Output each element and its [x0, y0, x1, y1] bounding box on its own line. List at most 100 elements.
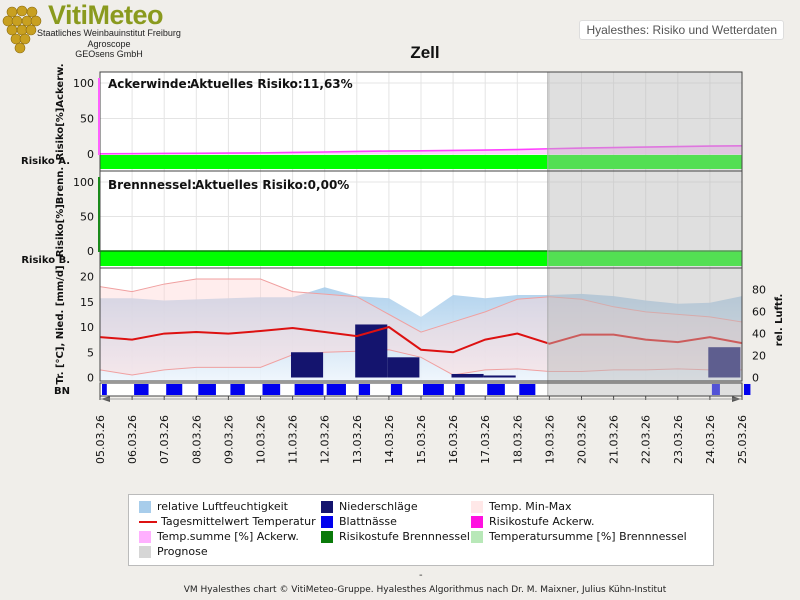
- legend-item: Tagesmittelwert Temperatur: [139, 515, 316, 529]
- legend-swatch: [471, 531, 483, 543]
- ylabel-weather-left: Tr. [°C], Nied. [mm/d]: [55, 265, 66, 384]
- legend-label: Prognose: [157, 545, 208, 558]
- x-tick-label: 12.03.26: [319, 415, 332, 464]
- y-tick-label-right: 40: [752, 328, 766, 341]
- legend-swatch: [321, 501, 333, 513]
- y-tick-label-right: 0: [752, 372, 759, 385]
- legend-item: Prognose: [139, 545, 208, 559]
- x-tick-label: 21.03.26: [608, 415, 621, 464]
- x-tick-label: 17.03.26: [479, 415, 492, 464]
- x-tick-label: 09.03.26: [222, 415, 235, 464]
- leaf-wetness-bar: [294, 384, 324, 395]
- chart-title: Zell: [410, 43, 440, 62]
- y-tick-label-right: 20: [752, 350, 766, 363]
- precipitation-bar: [290, 352, 324, 378]
- legend-label: Niederschläge: [339, 500, 418, 513]
- legend-label: Temp. Min-Max: [489, 500, 572, 513]
- legend-item: Temp.summe [%] Ackerw.: [139, 530, 299, 544]
- legend-swatch: [471, 501, 483, 513]
- y-tick-label: 10: [80, 321, 94, 334]
- leaf-wetness-bar: [198, 384, 216, 395]
- x-tick-label: 24.03.26: [704, 415, 717, 464]
- x-tick-label: 07.03.26: [158, 415, 171, 464]
- temp-mean-line: [99, 325, 743, 354]
- legend-label: relative Luftfeuchtigkeit: [157, 500, 288, 513]
- precipitation-bar: [387, 357, 420, 378]
- y-tick-label: 5: [87, 346, 94, 359]
- footer-dash: -: [419, 570, 423, 581]
- bn-label: BN: [54, 386, 70, 397]
- temp-min-line: [99, 349, 742, 376]
- prognose-overlay: [547, 72, 742, 396]
- ylabel-ackerwinde: Risiko[%]Ackerw.: [55, 63, 66, 160]
- legend-swatch: [139, 546, 151, 558]
- legend-item: Risikostufe Brennnessel: [321, 530, 470, 544]
- legend-swatch: [321, 531, 333, 543]
- legend-swatch: [471, 516, 483, 528]
- y-tick-label: 100: [73, 176, 94, 189]
- legend-item: Niederschläge: [321, 500, 418, 514]
- risk-area-ackerwinde: [100, 145, 742, 154]
- ylabel-weather-right: rel. Luftf.: [774, 294, 785, 347]
- x-tick-label: 23.03.26: [672, 415, 685, 464]
- footer-credit: VM Hyalesthes chart © VitiMeteo-Gruppe. …: [183, 585, 667, 595]
- logo-subtitle-2: Agroscope: [87, 39, 131, 49]
- y-tick-label: 50: [80, 211, 94, 224]
- y-tick-label: 50: [80, 113, 94, 126]
- leaf-wetness-bar: [487, 384, 505, 395]
- legend-swatch: [139, 501, 151, 513]
- y-tick-label: 0: [87, 148, 94, 161]
- x-tick-label: 05.03.26: [94, 415, 107, 464]
- precipitation-bar: [708, 347, 741, 378]
- chart-legend: relative Luftfeuchtigkeit Niederschläge Te…: [128, 494, 714, 566]
- x-tick-label: 18.03.26: [511, 415, 524, 464]
- grape-logo-icon: [2, 5, 42, 54]
- leaf-wetness-bar: [519, 384, 536, 395]
- y-tick-label: 20: [80, 271, 94, 284]
- legend-label: Risikostufe Brennnessel: [339, 530, 470, 543]
- legend-label: Risikostufe Ackerw.: [489, 515, 595, 528]
- legend-item: Temp. Min-Max: [471, 500, 572, 514]
- temp-max-line: [99, 278, 743, 333]
- legend-swatch: [139, 521, 157, 523]
- legend-item: relative Luftfeuchtigkeit: [139, 500, 288, 514]
- x-tick-label: 19.03.26: [543, 415, 556, 464]
- x-tick-label: 25.03.26: [736, 415, 749, 464]
- leaf-wetness-bar: [166, 384, 183, 395]
- leaf-wetness-bar: [326, 384, 346, 395]
- panel-frame-3: [99, 267, 743, 382]
- legend-swatch: [321, 516, 333, 528]
- temp-minmax-band: [100, 279, 742, 375]
- y-tick-label-right: 80: [752, 284, 766, 297]
- ackerwinde-current-risk: Aktuelles Risiko:11,63%: [190, 77, 353, 91]
- leaf-wetness-bar: [711, 384, 720, 395]
- legend-item: Blattnässe: [321, 515, 397, 529]
- risk-level-label-brennnessel: Risiko B.: [21, 255, 70, 266]
- leaf-wetness-bar: [230, 384, 245, 395]
- x-tick-label: 11.03.26: [287, 415, 300, 464]
- x-tick-label: 14.03.26: [383, 415, 396, 464]
- logo-subtitle-3: GEOsens GmbH: [75, 49, 143, 59]
- legend-swatch: [139, 531, 151, 543]
- leaf-wetness-bar: [358, 384, 371, 395]
- legend-item: Temperatursumme [%] Brennnessel: [471, 530, 687, 544]
- y-tick-label-right: 60: [752, 306, 766, 319]
- brennnessel-current-risk: Aktuelles Risiko:0,00%: [195, 178, 349, 192]
- legend-label: Blattnässe: [339, 515, 397, 528]
- x-tick-label: 13.03.26: [351, 415, 364, 464]
- y-tick-label: 0: [87, 372, 94, 385]
- leaf-wetness-bar: [262, 384, 281, 395]
- precipitation-bar: [355, 324, 388, 378]
- precipitation-bar: [483, 375, 516, 378]
- ylabel-brennnessel: Risiko[%]Brenn.: [55, 167, 66, 257]
- leaf-wetness-bar: [455, 384, 465, 395]
- y-tick-label: 0: [87, 245, 94, 258]
- legend-item: Risikostufe Ackerw.: [471, 515, 594, 529]
- y-tick-label: 100: [73, 77, 94, 90]
- leaf-wetness-bar: [102, 384, 107, 395]
- x-tick-label: 22.03.26: [640, 415, 653, 464]
- ackerwinde-label: Ackerwinde:: [108, 77, 191, 91]
- risk-line-ackerwinde: [99, 144, 743, 155]
- leaf-wetness-bar: [134, 384, 149, 395]
